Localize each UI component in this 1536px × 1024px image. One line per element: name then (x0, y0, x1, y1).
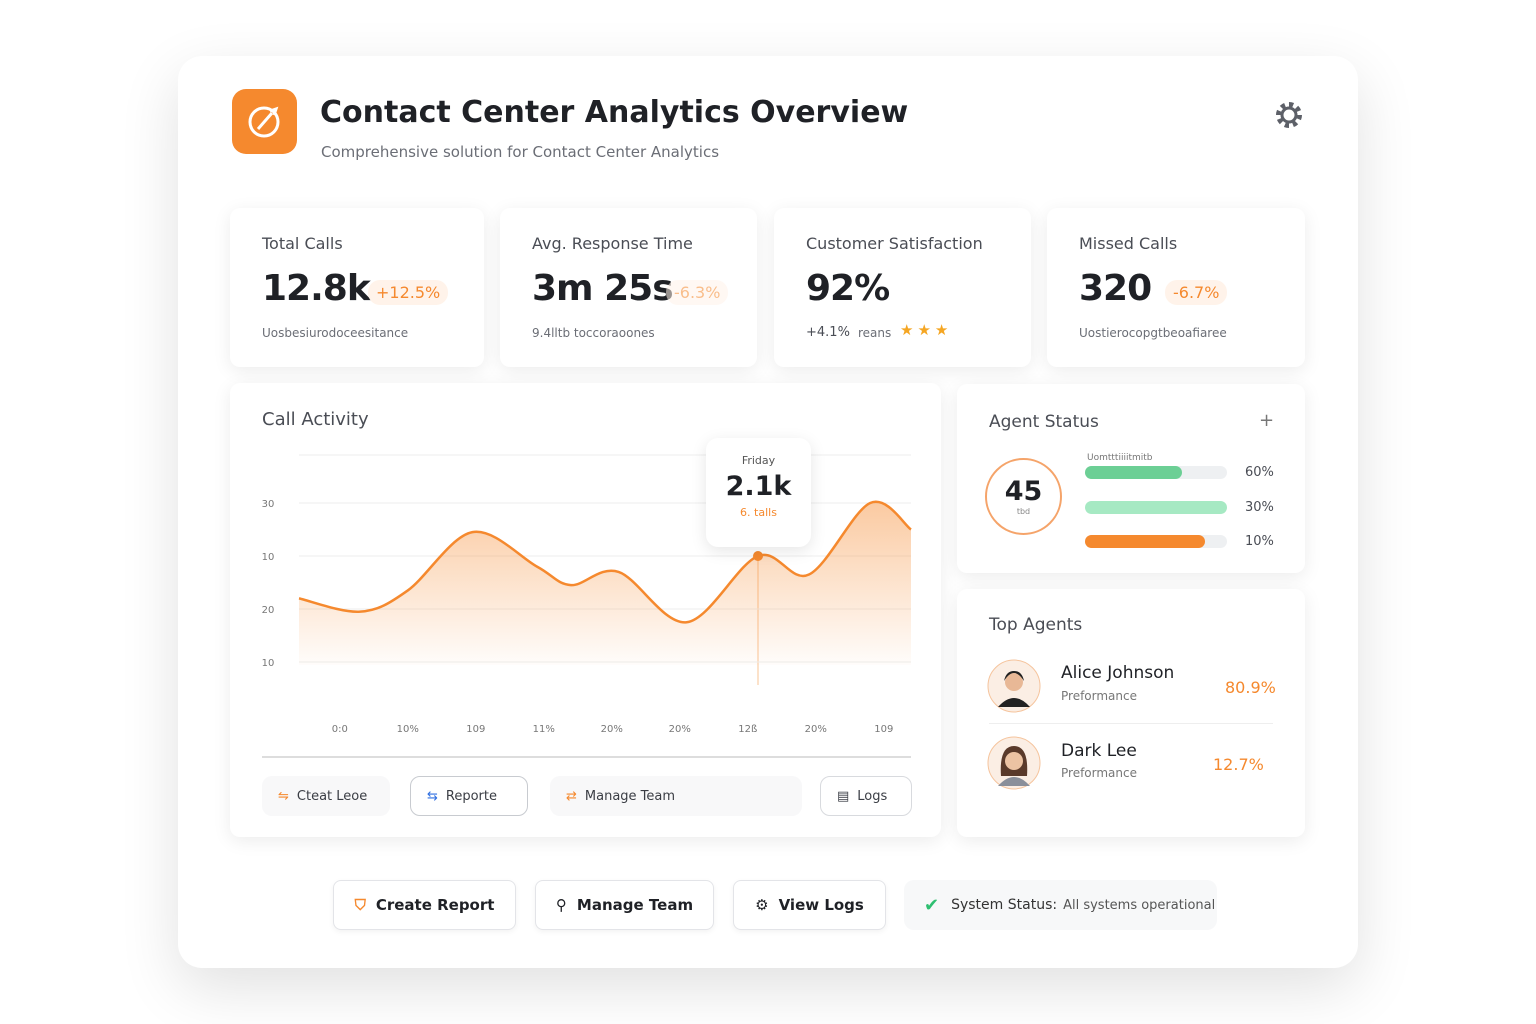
subtitle: Comprehensive solution for Contact Cente… (321, 143, 720, 161)
status-bar (1085, 466, 1182, 479)
kpi-value: 3m 25s (532, 268, 674, 309)
tooltip-unit: 6. talls (740, 506, 777, 519)
kpi-label: Customer Satisfaction (806, 234, 983, 253)
x-tick-label: 20% (805, 724, 827, 735)
action-button[interactable]: ⇄ Manage Team (550, 776, 802, 816)
footer-button[interactable]: ⚙ View Logs (733, 880, 886, 930)
kpi-card: Avg. Response Time 3m 25s -6.3% 9.4lltb … (500, 208, 757, 367)
avatar (987, 736, 1041, 790)
highlight-point (753, 551, 763, 561)
x-tick-label: 12ß (738, 724, 757, 735)
agent-total: 45 tbd (985, 458, 1062, 535)
settings[interactable] (1274, 100, 1304, 130)
footer-button[interactable]: ⛉ Create Report (333, 880, 516, 930)
footer-button[interactable]: ⚲ Manage Team (535, 880, 714, 930)
total-label: tbd (1016, 507, 1031, 516)
button-label: View Logs (778, 896, 864, 914)
add-button[interactable]: + (1259, 410, 1275, 431)
x-tick-label: 109 (466, 724, 485, 735)
kpi-change: -6.7% (1165, 280, 1228, 305)
rating-stars: ★★★ (900, 321, 953, 339)
tooltip-value: 2.1k (725, 471, 792, 502)
status-share: 60% (1245, 465, 1274, 480)
kpi-card: Total Calls 12.8k +12.5% Uosbesiurodocee… (230, 208, 484, 367)
card-title: Top Agents (989, 615, 1083, 635)
chart-card: Call Activity 30 10 20 10 0:0 10% 109 11% 20% 20%… (230, 383, 941, 837)
chart: Call Activity 30 10 20 10 0:0 10% 109 11% 20% 20%… (262, 409, 912, 758)
status-bar (1085, 535, 1205, 548)
agent-name: Dark Lee (1061, 741, 1137, 761)
logo (232, 89, 297, 154)
agent-caption: Preformance (1061, 766, 1137, 780)
logo-icon (248, 106, 280, 138)
line-area (299, 501, 911, 665)
kpi-card: Missed Calls 320 -6.7% Uostierocopgtbeoa… (1047, 208, 1305, 367)
y-tick-label: 10 (262, 658, 275, 669)
tooltip-day: Friday (741, 454, 776, 467)
kpi-card: Customer Satisfaction 92% +4.1% reans ★★… (774, 208, 1031, 367)
button-label: Cteat Leoe (296, 788, 368, 804)
status-share: 10% (1245, 534, 1274, 549)
system-status: ✔ System Status: All systems operational (904, 880, 1217, 930)
agent-score: 12.7% (1213, 755, 1264, 774)
top-agents-card: Top Agents Alice Johnson Preformance 80.… (957, 589, 1305, 837)
button-label: Logs (857, 788, 888, 804)
status-track (1085, 535, 1227, 548)
y-tick-label: 20 (262, 605, 275, 616)
agent-name: Alice Johnson (1061, 663, 1175, 683)
status-bar (1085, 501, 1227, 514)
agent-score: 80.9% (1225, 678, 1276, 697)
kpi-note: 9.4lltb toccoraoones (532, 326, 655, 340)
kpi-change: +12.5% (368, 280, 449, 305)
button-label: Create Report (375, 896, 495, 914)
kpi-label: Total Calls (262, 234, 343, 253)
status-text: All systems operational (1063, 897, 1216, 913)
line (298, 500, 912, 624)
kpi-label: Missed Calls (1079, 234, 1178, 253)
kpi-change: +4.1% (806, 325, 850, 340)
kpi-note: reans (858, 326, 892, 340)
action-button[interactable]: ⇋ Cteat Leoe (262, 776, 390, 816)
kpi-value: 12.8k (262, 268, 371, 309)
divider (989, 723, 1273, 724)
kpi-note: Uostierocopgtbeoafiaree (1079, 326, 1227, 340)
title: Contact Center Analytics Overview (320, 95, 909, 130)
kpi-value: 320 (1079, 268, 1152, 309)
x-tick-label: 20% (601, 724, 623, 735)
avatar (987, 659, 1041, 713)
chart-title: Call Activity (262, 409, 369, 430)
total-value: 45 (1004, 476, 1043, 507)
y-tick-label: 30 (262, 499, 275, 510)
status-share: 30% (1245, 500, 1274, 515)
tooltip: Friday 2.1k 6. talls (706, 438, 811, 547)
button-label: Manage Team (584, 788, 676, 804)
kpi-note: Uosbesiurodoceesitance (262, 326, 409, 340)
agent-status-card: Agent Status + 45 tbd Uomtttiiiitmitb 60… (957, 384, 1305, 573)
card-title: Agent Status (989, 412, 1099, 432)
bar-label: Uomtttiiiitmitb (1087, 453, 1153, 463)
x-tick-label: 10% (397, 724, 419, 735)
x-tick-label: 0:0 (332, 724, 348, 735)
agent-caption: Preformance (1061, 689, 1137, 703)
kpi-label: Avg. Response Time (532, 234, 693, 253)
y-tick-label: 10 (262, 552, 275, 563)
button-label: Manage Team (576, 896, 694, 914)
status-label: System Status: (951, 897, 1058, 913)
kpi-change: -6.3% (666, 280, 729, 305)
action-button[interactable]: ▤ Logs (820, 776, 912, 816)
status-track (1085, 466, 1227, 479)
kpi-value: 92% (806, 268, 890, 309)
x-tick-label: 20% (669, 724, 691, 735)
button-label: Reporte (445, 788, 497, 804)
action-button[interactable]: ⇆ Reporte (410, 776, 528, 816)
x-tick-label: 11% (533, 724, 555, 735)
x-tick-label: 109 (874, 724, 893, 735)
